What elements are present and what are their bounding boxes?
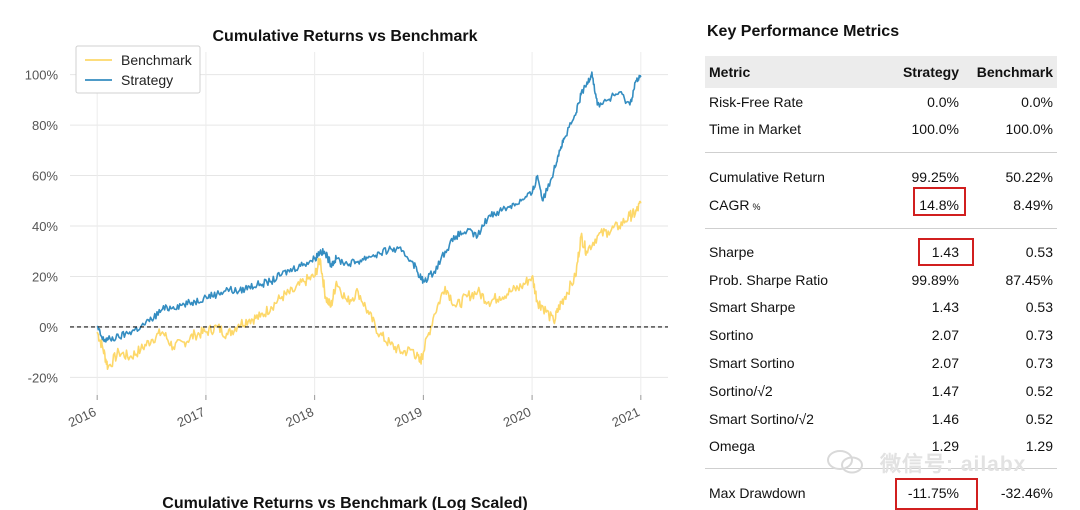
wechat-icon [827,450,863,474]
row-benchmark: 0.53 [1025,244,1053,260]
row-label: Risk-Free Rate [709,94,804,110]
row-label: Cumulative Return [709,169,825,185]
series-line-benchmark [96,200,642,371]
y-tick-label: 40% [32,219,58,234]
row-benchmark: 50.22% [1005,169,1053,185]
table-row: Risk-Free Rate 0.0% 0.0% [705,90,1057,114]
row-strategy: 1.46 [931,411,959,427]
table-row: CAGR% 14.8% 8.49% [705,193,1057,217]
y-tick-label: 80% [32,118,58,133]
row-strategy: 99.25% [911,169,959,185]
row-label: Prob. Sharpe Ratio [709,272,829,288]
header-benchmark: Benchmark [976,64,1053,80]
row-label: Time in Market [709,121,802,137]
table-row: Prob. Sharpe Ratio 99.89% 87.45% [705,268,1057,292]
chart-ticks: 100% 80% 60% 40% 20% 0% -20% 2016 2017 2018 2019 20… [25,68,642,430]
table-row: Smart Sortino/√2 1.46 0.52 [705,407,1057,431]
row-benchmark: 1.29 [1025,438,1053,454]
table-row: Cumulative Return 99.25% 50.22% [705,165,1057,189]
row-label: Sortino/√2 [709,383,773,399]
legend-label-benchmark: Benchmark [121,52,193,68]
divider [705,468,1057,469]
table-row: Sharpe 1.43 0.53 [705,240,1057,264]
table-row: Smart Sharpe 1.43 0.53 [705,295,1057,319]
row-benchmark: 0.73 [1025,355,1053,371]
table-row: Sortino 2.07 0.73 [705,323,1057,347]
watermark-text: 微信号: ailabx [880,453,1027,476]
x-tick-label: 2016 [66,404,99,430]
row-label: Smart Sortino [709,355,795,371]
row-strategy: 1.43 [931,299,959,315]
row-strategy: 100.0% [911,121,959,137]
y-tick-label: 60% [32,169,58,184]
row-unit: % [752,202,761,212]
row-strategy: 99.89% [911,272,959,288]
max-drawdown-highlight-box [895,478,978,510]
row-label: Sharpe [709,244,755,260]
row-label: CAGR% [709,197,760,213]
chart-title: Cumulative Returns vs Benchmark [213,28,478,45]
row-label-text: CAGR [709,197,750,213]
row-benchmark: -32.46% [1000,485,1053,501]
table-row: Smart Sortino 2.07 0.73 [705,351,1057,375]
row-benchmark: 8.49% [1013,197,1053,213]
row-benchmark: 0.73 [1025,327,1053,343]
row-strategy: 2.07 [931,327,959,343]
row-strategy: 0.0% [927,94,959,110]
row-label: Smart Sharpe [709,299,796,315]
row-strategy: 2.07 [931,355,959,371]
row-strategy: 1.47 [931,383,959,399]
header-metric: Metric [709,64,751,80]
row-benchmark: 87.45% [1005,272,1053,288]
legend-label-strategy: Strategy [121,72,173,88]
y-tick-label: -20% [28,370,59,385]
y-tick-label: 100% [25,68,59,83]
log-chart-title: Cumulative Returns vs Benchmark (Log Sca… [162,495,527,510]
row-strategy: 14.8% [919,197,959,213]
header-strategy: Strategy [902,64,959,80]
legend-box [75,45,201,94]
x-tick-label: 2020 [501,404,534,430]
row-label: Omega [709,438,755,454]
table-row: Sortino/√2 1.47 0.52 [705,379,1057,403]
row-benchmark: 0.52 [1025,383,1053,399]
y-tick-label: 0% [39,320,58,335]
row-benchmark: 0.52 [1025,411,1053,427]
x-tick-label: 2017 [175,404,208,430]
chart-series [96,71,642,371]
x-tick-label: 2021 [610,404,643,430]
cumulative-returns-chart: Cumulative Returns vs Benchmark 100% 80% 6… [25,28,668,510]
metrics-title: Key Performance Metrics [707,23,900,40]
row-label: Smart Sortino/√2 [709,411,814,427]
row-benchmark: 0.53 [1025,299,1053,315]
cagr-highlight-box [913,187,966,216]
table-row: Omega 1.29 1.29 [705,434,1057,458]
series-line-strategy [96,71,642,343]
row-label: Sortino [709,327,754,343]
divider [705,152,1057,153]
metrics-header-row: Metric Strategy Benchmark [705,56,1057,88]
sharpe-highlight-box [918,238,974,266]
table-row: Max Drawdown -11.75% -32.46% [705,481,1057,505]
x-tick-label: 2018 [283,404,316,430]
row-benchmark: 0.0% [1021,94,1053,110]
table-row: Time in Market 100.0% 100.0% [705,117,1057,141]
row-benchmark: 100.0% [1005,121,1053,137]
row-strategy: 1.43 [931,244,959,260]
row-label: Max Drawdown [709,485,806,501]
x-tick-label: 2019 [392,404,425,430]
row-strategy: -11.75% [907,485,959,501]
divider [705,228,1057,229]
row-strategy: 1.29 [931,438,959,454]
key-performance-metrics-panel: Key Performance Metrics Metric Strategy … [700,0,1065,510]
chart-legend: Benchmark Strategy [75,45,201,94]
y-tick-label: 20% [32,269,58,284]
